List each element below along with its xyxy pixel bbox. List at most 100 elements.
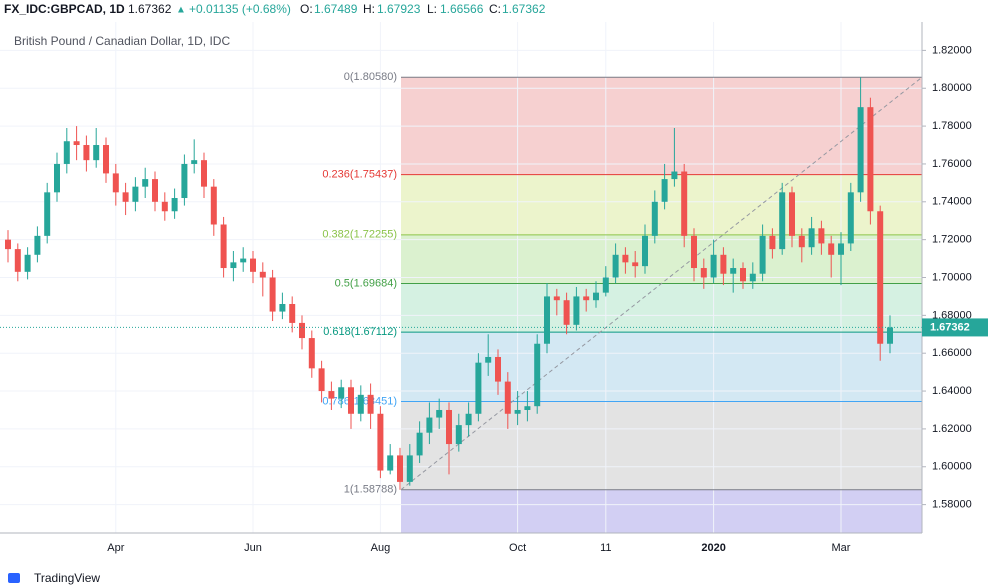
y-tick-label: 1.60000 bbox=[932, 461, 972, 473]
candle-body bbox=[779, 192, 786, 250]
fib-trend-line bbox=[400, 76, 923, 491]
candle-body bbox=[357, 394, 364, 414]
candle-body bbox=[406, 455, 413, 482]
candle-body bbox=[867, 107, 874, 212]
candle-body bbox=[338, 387, 345, 399]
candle-body bbox=[112, 173, 119, 193]
candle-body bbox=[563, 300, 570, 325]
candle-body bbox=[426, 417, 433, 433]
candle-body bbox=[308, 338, 315, 369]
candle-body bbox=[553, 296, 560, 301]
candle-body bbox=[103, 145, 109, 174]
candle-body bbox=[632, 262, 639, 267]
candle-body bbox=[730, 268, 737, 274]
candle-body bbox=[24, 254, 31, 272]
y-tick-label: 1.62000 bbox=[932, 423, 972, 435]
chart-title: British Pound / Canadian Dollar, 1D, IDC bbox=[14, 34, 230, 48]
x-tick-label: 11 bbox=[600, 542, 611, 554]
fib-band bbox=[401, 489, 922, 533]
candle-body bbox=[534, 343, 541, 407]
candle-body bbox=[34, 235, 41, 255]
c-label: C: bbox=[489, 2, 501, 16]
brand-icon bbox=[8, 573, 20, 583]
candle-body bbox=[446, 409, 452, 445]
candle-body bbox=[259, 271, 266, 278]
candle-body bbox=[299, 322, 305, 339]
candle-body bbox=[191, 160, 198, 164]
fib-label: 0.382(1.72255) bbox=[322, 229, 397, 241]
y-tick-label: 1.80000 bbox=[932, 82, 972, 94]
candle-body bbox=[759, 235, 766, 274]
l-value: 1.66566 bbox=[440, 2, 484, 16]
candle-body bbox=[798, 235, 805, 248]
candle-body bbox=[720, 254, 727, 274]
y-tick-label: 1.68000 bbox=[932, 309, 972, 321]
candle-body bbox=[220, 224, 227, 269]
candle-body bbox=[887, 327, 893, 344]
candle-body bbox=[475, 362, 482, 414]
fib-band bbox=[401, 283, 922, 333]
brand-name: TradingView bbox=[34, 571, 100, 585]
candle-body bbox=[54, 163, 60, 193]
fib-label: 0(1.80580) bbox=[344, 71, 397, 83]
candle-body bbox=[602, 277, 609, 293]
x-tick-label: Aug bbox=[371, 542, 391, 554]
candle-body bbox=[328, 391, 335, 399]
candle-body bbox=[122, 192, 129, 202]
symbol: FX_IDC:GBPCAD, 1D bbox=[4, 2, 125, 16]
candle-body bbox=[93, 145, 100, 161]
y-tick-label: 1.64000 bbox=[932, 385, 972, 397]
candle-body bbox=[818, 228, 825, 244]
y-tick-label: 1.66000 bbox=[932, 347, 972, 359]
candle-body bbox=[495, 356, 501, 382]
candle-body bbox=[808, 228, 815, 248]
candle-body bbox=[230, 262, 237, 269]
candle-body bbox=[681, 171, 688, 236]
candle-body bbox=[710, 254, 717, 278]
candle-body bbox=[573, 296, 580, 325]
x-tick-label: Oct bbox=[509, 542, 526, 554]
fib-label: 1(1.58788) bbox=[344, 484, 397, 496]
y-tick-label: 1.78000 bbox=[932, 120, 972, 132]
fib-band bbox=[401, 174, 922, 235]
candle-body bbox=[73, 141, 80, 146]
candle-body bbox=[387, 455, 394, 471]
last-price-box bbox=[922, 318, 988, 337]
candle-body bbox=[847, 192, 854, 244]
c-value: 1.67362 bbox=[502, 2, 546, 16]
candle-body bbox=[210, 186, 217, 225]
candle-body bbox=[63, 141, 70, 164]
candle-body bbox=[465, 413, 472, 426]
candle-body bbox=[749, 273, 756, 282]
candle-body bbox=[44, 192, 51, 236]
candle-body bbox=[740, 268, 746, 282]
candle-body bbox=[877, 211, 884, 344]
candle-body bbox=[416, 432, 423, 456]
candle-body bbox=[671, 171, 678, 180]
candle-body bbox=[377, 413, 384, 471]
candle-body bbox=[691, 235, 697, 269]
o-label: O: bbox=[300, 2, 313, 16]
brand: TradingView bbox=[8, 571, 100, 585]
fib-label: 0.618(1.67112) bbox=[323, 326, 397, 338]
y-tick-label: 1.82000 bbox=[932, 44, 972, 56]
candle-body bbox=[436, 409, 443, 418]
candle-body bbox=[661, 179, 668, 202]
fib-band bbox=[401, 234, 922, 284]
x-tick-label: Mar bbox=[832, 542, 851, 554]
candle-body bbox=[289, 303, 296, 323]
candle-body bbox=[857, 107, 864, 193]
candle-body bbox=[161, 201, 168, 212]
candle-body bbox=[269, 277, 276, 312]
y-tick-label: 1.70000 bbox=[932, 271, 972, 283]
candle-body bbox=[651, 201, 658, 236]
last-price-label: 1.67362 bbox=[930, 321, 970, 333]
h-label: H: bbox=[363, 2, 375, 16]
candle-body bbox=[544, 296, 550, 344]
candle-body bbox=[789, 192, 795, 236]
candle-body bbox=[171, 198, 178, 212]
candle-body bbox=[700, 268, 707, 278]
l-label: L: bbox=[427, 2, 437, 16]
candle-body bbox=[279, 303, 286, 312]
